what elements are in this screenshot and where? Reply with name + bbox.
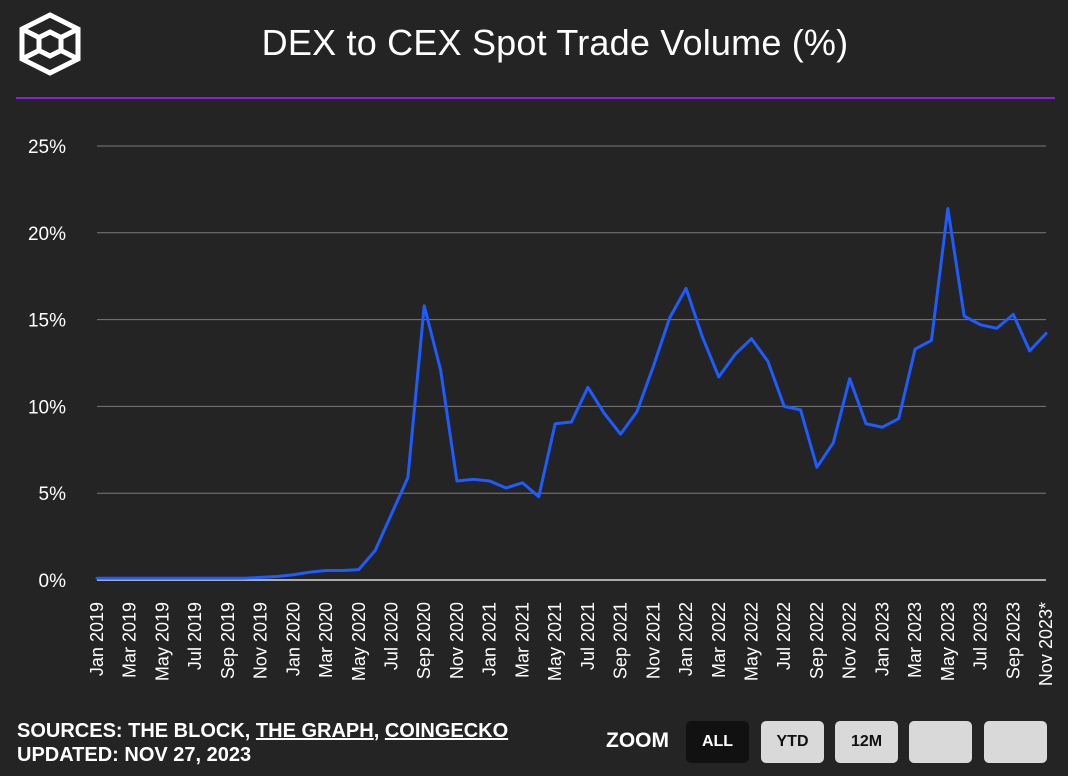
x-tick-label: Sep 2021 bbox=[611, 602, 631, 679]
y-tick-label: 5% bbox=[39, 484, 67, 505]
y-tick-label: 0% bbox=[39, 571, 67, 592]
zoom-ytd-button[interactable]: YTD bbox=[761, 721, 824, 763]
zoom-all-button[interactable]: ALL bbox=[686, 721, 749, 763]
x-tick-label: Nov 2022 bbox=[840, 602, 860, 679]
x-tick-label: Nov 2020 bbox=[447, 602, 467, 679]
source-link-the-graph[interactable]: THE GRAPH bbox=[255, 720, 374, 742]
sources-prefix: SOURCES: THE BLOCK, bbox=[17, 720, 256, 742]
x-tick-label: Sep 2023 bbox=[1003, 602, 1023, 679]
chart-title: DEX to CEX Spot Trade Volume (%) bbox=[261, 22, 849, 63]
title-divider bbox=[16, 97, 1055, 99]
the-block-logo-icon bbox=[19, 12, 81, 76]
x-tick-label: May 2023 bbox=[938, 602, 958, 681]
x-tick-label: Nov 2019 bbox=[251, 602, 271, 679]
x-tick-label: Jul 2020 bbox=[382, 602, 402, 670]
y-tick-label: 15% bbox=[28, 311, 66, 332]
zoom-label: ZOOM bbox=[606, 729, 669, 752]
zoom-blank-button-2[interactable] bbox=[984, 721, 1047, 763]
x-tick-label: Mar 2023 bbox=[905, 602, 925, 678]
sources-separator: , bbox=[373, 720, 385, 742]
x-tick-label: Mar 2022 bbox=[709, 602, 729, 678]
series-line bbox=[95, 207, 1048, 580]
x-tick-label: Sep 2020 bbox=[414, 602, 434, 679]
x-tick-label: Jan 2023 bbox=[872, 602, 892, 676]
x-tick-label: Jan 2020 bbox=[283, 602, 303, 676]
source-link-coingecko[interactable]: COINGECKO bbox=[384, 720, 509, 742]
zoom-blank-button-1[interactable] bbox=[909, 721, 972, 763]
x-tick-label: Jul 2019 bbox=[185, 602, 205, 670]
x-tick-label: Nov 2023* bbox=[1036, 602, 1056, 686]
updated-date: UPDATED: NOV 27, 2023 bbox=[17, 744, 252, 766]
y-tick-label: 25% bbox=[28, 137, 66, 158]
x-tick-label: Jul 2023 bbox=[971, 602, 991, 670]
zoom-12m-button[interactable]: 12M bbox=[835, 721, 898, 763]
x-tick-label: Mar 2020 bbox=[316, 602, 336, 678]
x-tick-label: Nov 2021 bbox=[643, 602, 663, 679]
x-tick-label: Mar 2021 bbox=[512, 602, 532, 678]
line-chart: 0% 5% 10% 15% 20% 25% Jan 2019 Mar 2019 May 2019… bbox=[28, 137, 1056, 686]
x-tick-label: May 2020 bbox=[349, 602, 369, 681]
sources-note: SOURCES: THE BLOCK, THE GRAPH, COINGECKO bbox=[17, 719, 508, 743]
x-tick-label: Mar 2019 bbox=[120, 602, 140, 678]
x-tick-label: Sep 2019 bbox=[218, 602, 238, 679]
x-tick-label: Jul 2021 bbox=[578, 602, 598, 670]
x-tick-label: May 2021 bbox=[545, 602, 565, 681]
x-tick-label: May 2022 bbox=[741, 602, 761, 681]
y-tick-label: 20% bbox=[28, 224, 66, 245]
x-tick-label: May 2019 bbox=[152, 602, 172, 681]
x-tick-label: Jan 2021 bbox=[480, 602, 500, 676]
x-tick-label: Sep 2022 bbox=[807, 602, 827, 679]
y-tick-label: 10% bbox=[28, 397, 66, 418]
x-tick-label: Jan 2022 bbox=[676, 602, 696, 676]
x-tick-label: Jul 2022 bbox=[774, 602, 794, 670]
x-tick-label: Jan 2019 bbox=[87, 602, 107, 676]
